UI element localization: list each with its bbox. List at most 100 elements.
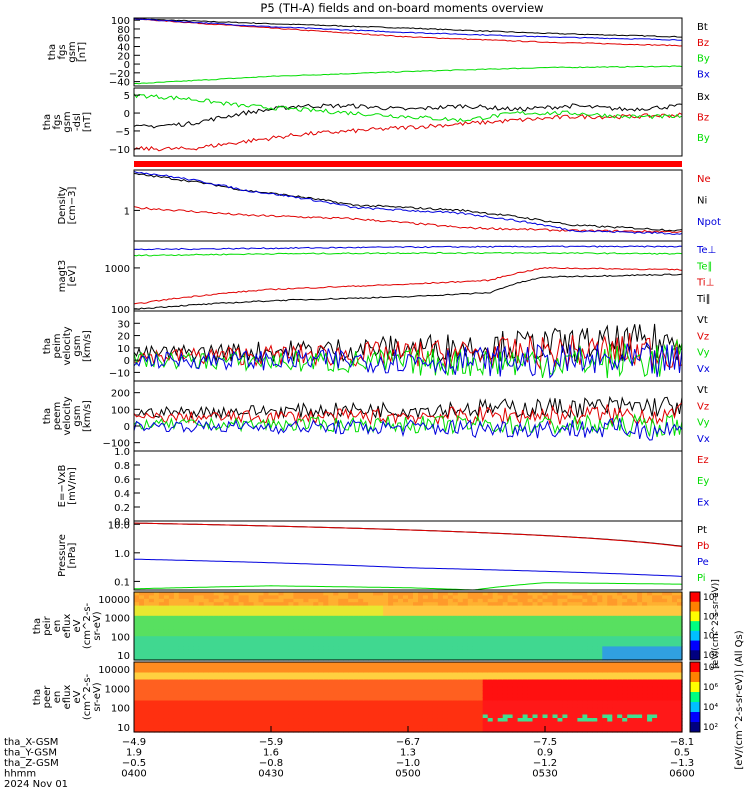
heatmap-cell [178, 672, 185, 677]
heatmap-cell [398, 615, 404, 620]
heatmap-cell [482, 683, 489, 688]
ytick-label: 1.0 [114, 549, 130, 560]
heatmap-cell [418, 605, 424, 610]
heatmap-cell [582, 714, 588, 719]
heatmap-cell [487, 653, 494, 658]
heatmap-cell [597, 629, 603, 634]
heatmap-cell [657, 662, 663, 667]
heatmap-cell [283, 656, 290, 661]
heatmap-cell [263, 665, 270, 670]
heatmap-cell [542, 602, 549, 607]
heatmap-cell [368, 619, 374, 624]
heatmap-cell [248, 605, 255, 610]
heatmap-cell [597, 697, 603, 702]
heatmap-cell [537, 646, 544, 651]
heatmap-cell [462, 656, 469, 661]
heatmap-cell [373, 665, 379, 670]
heatmap-cell [622, 609, 628, 613]
heatmap-cell [163, 721, 170, 726]
heatmap-cell [238, 707, 245, 712]
heatmap-cell [293, 592, 299, 596]
heatmap-cell [258, 683, 265, 688]
heatmap-cell [198, 672, 205, 677]
heatmap-cell [333, 679, 339, 684]
heatmap-cell [298, 649, 304, 654]
heatmap-cell [318, 649, 324, 654]
heatmap-cell [657, 679, 663, 684]
heatmap-cell [298, 643, 304, 647]
heatmap-cell [318, 728, 324, 733]
heatmap-cell [413, 639, 419, 644]
heatmap-cell [298, 612, 304, 617]
heatmap-cell [393, 592, 399, 596]
heatmap-cell [278, 725, 285, 730]
heatmap-cell [557, 639, 564, 644]
heatmap-cell [353, 697, 359, 702]
heatmap-cell [452, 718, 459, 723]
heatmap-cell [497, 665, 504, 670]
heatmap-cell [462, 707, 469, 712]
heatmap-cell [577, 665, 583, 670]
ytick-label: 20 [117, 51, 130, 62]
heatmap-cell [203, 602, 210, 607]
heatmap-cell [597, 700, 603, 705]
xtick-label: 0.5 [674, 748, 690, 759]
heatmap-cell [517, 669, 524, 674]
heatmap-cell [168, 622, 175, 627]
heatmap-cell [213, 619, 220, 624]
heatmap-cell [537, 725, 544, 730]
heatmap-cell [617, 714, 623, 719]
heatmap-cell [273, 598, 280, 603]
heatmap-cell [308, 609, 314, 613]
heatmap-cell [393, 718, 399, 723]
heatmap-cell [168, 697, 175, 702]
heatmap-cell [248, 619, 255, 624]
heatmap-cell [577, 649, 583, 654]
heatmap-cell [522, 598, 529, 603]
heatmap-cell [472, 632, 479, 637]
heatmap-cell [348, 605, 354, 610]
heatmap-cell [418, 686, 424, 691]
heatmap-cell [328, 629, 334, 634]
heatmap-cell [173, 598, 180, 603]
heatmap-cell [413, 643, 419, 647]
heatmap-cell [293, 718, 299, 723]
heatmap-cell [507, 656, 514, 661]
heatmap-cell [612, 605, 618, 610]
heatmap-cell [233, 725, 240, 730]
heatmap-cell [298, 592, 304, 596]
heatmap-cell [243, 690, 250, 695]
heatmap-cell [452, 711, 459, 716]
heatmap-cell [268, 643, 275, 647]
heatmap-cell [153, 629, 160, 634]
heatmap-cell [462, 700, 469, 705]
heatmap-cell [153, 609, 160, 613]
heatmap-cell [422, 653, 429, 658]
heatmap-cell [393, 697, 399, 702]
heatmap-cell [517, 612, 524, 617]
heatmap-cell [173, 612, 180, 617]
heatmap-cell [418, 612, 424, 617]
heatmap-cell [398, 662, 404, 667]
heatmap-cell [198, 676, 205, 681]
heatmap-cell [527, 639, 534, 644]
heatmap-cell [522, 636, 529, 641]
heatmap-cell [562, 662, 568, 667]
colorbar-segment [690, 682, 700, 693]
heatmap-cell [477, 690, 484, 695]
heatmap-cell [617, 629, 623, 634]
heatmap-cell [557, 707, 564, 712]
heatmap-cell [373, 602, 379, 607]
panel-frame [133, 591, 683, 661]
heatmap-cell [602, 669, 608, 674]
heatmap-cell [139, 707, 145, 712]
heatmap-cell [328, 686, 334, 691]
heatmap-cell [323, 665, 329, 670]
heatmap-cell [667, 653, 673, 658]
heatmap-cell [662, 690, 668, 695]
heatmap-cell [447, 725, 454, 730]
heatmap-cell [602, 602, 608, 607]
heatmap-cell [203, 656, 210, 661]
heatmap-cell [632, 683, 638, 688]
